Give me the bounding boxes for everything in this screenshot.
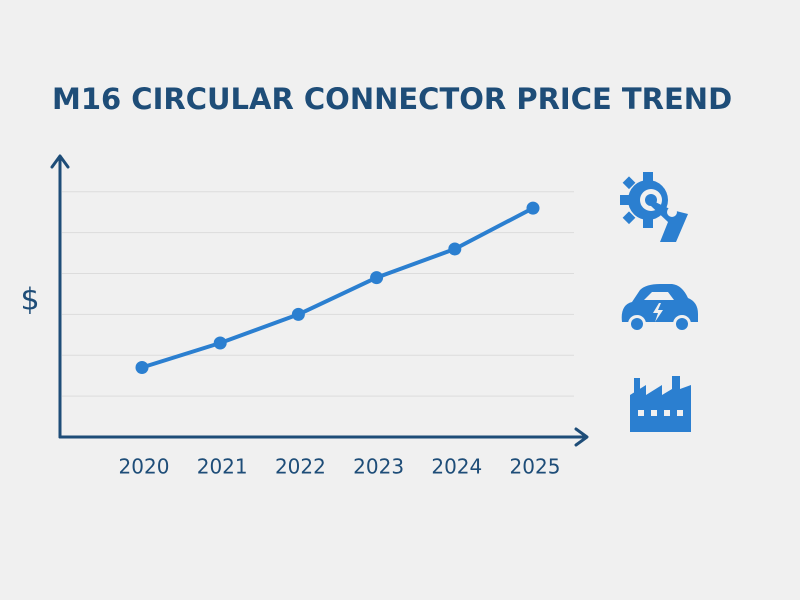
electric-car-icon: [621, 284, 698, 333]
x-tick-label: 2021: [197, 455, 248, 479]
data-point: [135, 361, 149, 375]
x-tick-label: 2020: [119, 455, 170, 479]
price-line: [141, 206, 534, 370]
y-axis-label: $: [20, 283, 39, 318]
data-point: [448, 242, 462, 256]
x-tick-label: 2025: [510, 455, 561, 479]
axes: [50, 154, 589, 447]
factory-icon: [630, 376, 691, 432]
y-axis-arrow: [50, 154, 70, 169]
data-point: [370, 271, 384, 285]
x-tick-label: 2024: [431, 455, 482, 479]
data-point: [526, 201, 540, 215]
data-point: [291, 307, 305, 321]
x-tick-label: 2023: [353, 455, 404, 479]
chart-title: M16 CIRCULAR CONNECTOR PRICE TREND: [52, 82, 732, 116]
x-axis-arrow: [574, 427, 589, 447]
x-tick-label: 2022: [275, 455, 326, 479]
data-point: [213, 336, 227, 350]
